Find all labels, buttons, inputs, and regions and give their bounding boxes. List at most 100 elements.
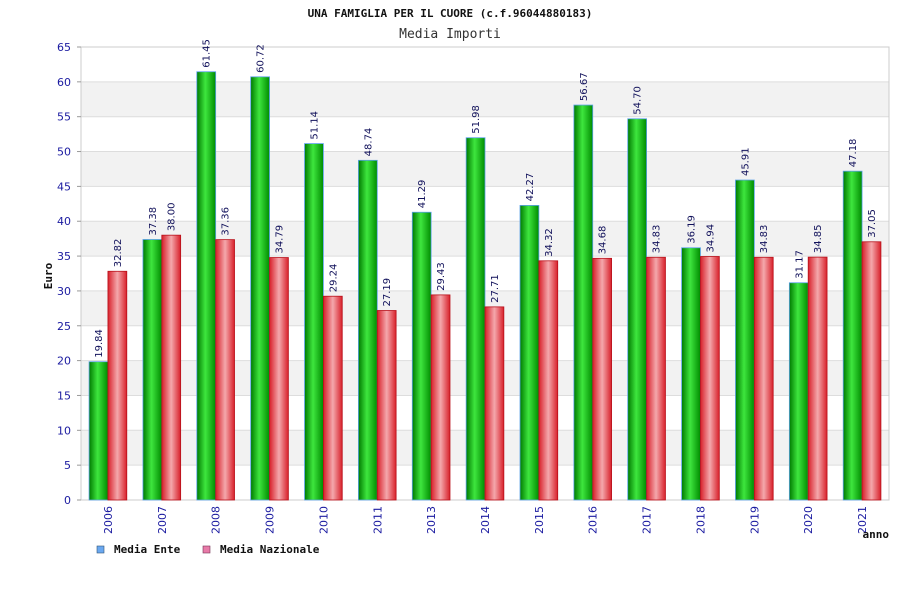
y-tick-label: 35 [57, 250, 71, 263]
bar-media-ente-2019 [735, 179, 755, 501]
bar-media-nazionale-2018 [700, 256, 720, 501]
value-label-media-ente-2009: 60.72 [256, 44, 267, 73]
bar-media-ente-2016 [573, 104, 594, 501]
y-tick-label: 50 [57, 146, 71, 159]
value-label-media-ente-2017: 54.70 [633, 86, 644, 115]
y-tick-label: 10 [57, 424, 71, 437]
bar-media-nazionale-2017 [646, 256, 666, 501]
value-labels: 19.84 32.82 37.38 38.00 61.45 37.36 60.72 34.79… [94, 39, 878, 358]
value-label-media-nazionale-2011: 27.19 [382, 278, 393, 307]
y-tick-label: 65 [57, 41, 71, 54]
value-label-media-ente-2007: 37.38 [148, 207, 159, 236]
bar-media-nazionale-2013 [430, 294, 451, 501]
value-label-media-ente-2008: 61.45 [202, 39, 213, 68]
y-tick-label: 30 [57, 285, 71, 298]
value-label-media-nazionale-2017: 34.83 [652, 225, 663, 254]
bar-media-nazionale-2010 [322, 295, 343, 501]
value-label-media-nazionale-2015: 34.32 [544, 228, 555, 257]
x-tick-label-2017: 2017 [641, 506, 654, 534]
value-label-media-nazionale-2007: 38.00 [167, 203, 178, 232]
x-tick-label-2008: 2008 [210, 506, 223, 534]
value-label-media-ente-2016: 56.67 [579, 72, 590, 101]
value-label-media-ente-2018: 36.19 [687, 215, 698, 244]
y-axis-label: Euro [42, 262, 55, 289]
value-label-media-nazionale-2006: 32.82 [113, 239, 124, 268]
x-tick-label-2009: 2009 [264, 506, 277, 534]
x-tick-label-2011: 2011 [371, 506, 384, 534]
legend-swatch-media-ente [96, 545, 105, 554]
value-label-media-ente-2014: 51.98 [471, 105, 482, 134]
value-label-media-nazionale-2019: 34.83 [759, 225, 770, 254]
value-label-media-ente-2019: 45.91 [740, 147, 751, 176]
x-tick-label-2020: 2020 [802, 506, 815, 534]
legend: Media Ente Media Nazionale [96, 543, 320, 556]
value-label-media-nazionale-2014: 27.71 [490, 274, 501, 303]
bar-media-nazionale-2006 [107, 270, 128, 501]
bar-media-ente-2011 [358, 159, 378, 501]
bar-media-nazionale-2008 [215, 239, 235, 501]
bar-media-ente-2015 [519, 205, 540, 501]
x-axis-ticks: 2006 2007 2008 2009 2010 2011 2013 2014 2015 2016… [102, 506, 869, 534]
value-label-media-ente-2013: 41.29 [417, 180, 428, 209]
y-tick-label: 60 [57, 76, 71, 89]
value-label-media-nazionale-2020: 34.85 [813, 224, 824, 253]
x-tick-label-2014: 2014 [479, 506, 492, 534]
bar-media-nazionale-2007 [161, 234, 182, 501]
y-tick-label: 25 [57, 320, 71, 333]
bar-media-nazionale-2011 [376, 310, 397, 501]
bar-media-ente-2007 [142, 239, 163, 501]
x-tick-label-2013: 2013 [425, 506, 438, 534]
bar-media-ente-2010 [304, 143, 324, 501]
x-tick-label-2007: 2007 [156, 506, 169, 534]
bar-media-ente-2008 [196, 71, 217, 501]
chart-title: UNA FAMIGLIA PER IL CUORE (c.f.960448801… [308, 7, 593, 20]
x-tick-label-2021: 2021 [856, 506, 869, 534]
value-label-media-ente-2015: 42.27 [525, 173, 536, 202]
bar-media-ente-2014 [465, 137, 486, 501]
value-label-media-nazionale-2013: 29.43 [436, 262, 447, 291]
x-tick-label-2015: 2015 [533, 506, 546, 534]
bar-media-nazionale-2021 [861, 241, 882, 501]
bar-media-ente-2006 [88, 361, 109, 501]
legend-swatch-media-nazionale [202, 545, 211, 554]
y-tick-label: 40 [57, 215, 71, 228]
y-tick-label: 5 [64, 459, 71, 472]
x-tick-label-2006: 2006 [102, 506, 115, 534]
y-tick-label: 15 [57, 389, 71, 402]
value-label-media-nazionale-2009: 34.79 [274, 225, 285, 254]
y-tick-label: 20 [57, 355, 71, 368]
bar-media-nazionale-2019 [753, 256, 774, 501]
value-label-media-ente-2006: 19.84 [94, 329, 105, 358]
bar-media-ente-2020 [788, 282, 809, 501]
x-tick-label-2010: 2010 [317, 506, 330, 534]
value-label-media-nazionale-2018: 34.94 [705, 224, 716, 253]
y-tick-label: 55 [57, 111, 71, 124]
bar-media-ente-2009 [250, 76, 270, 501]
value-label-media-nazionale-2016: 34.68 [598, 226, 609, 255]
value-label-media-nazionale-2021: 37.05 [867, 209, 878, 238]
bar-media-nazionale-2015 [538, 260, 559, 501]
bar-media-ente-2013 [411, 211, 432, 501]
value-label-media-ente-2011: 48.74 [363, 128, 374, 157]
value-label-media-ente-2021: 47.18 [848, 139, 859, 168]
x-tick-label-2019: 2019 [748, 506, 761, 534]
x-axis-label: anno [863, 528, 890, 541]
bar-media-nazionale-2014 [484, 306, 505, 501]
value-label-media-nazionale-2010: 29.24 [328, 264, 339, 293]
bar-media-nazionale-2009 [269, 257, 289, 501]
value-label-media-ente-2020: 31.17 [794, 250, 805, 279]
legend-label-media-nazionale: Media Nazionale [220, 543, 320, 556]
y-tick-label: 0 [64, 494, 71, 507]
y-axis-ticks: 0 5 10 15 20 25 30 35 40 45 50 55 60 65 [57, 41, 81, 507]
y-tick-label: 45 [57, 180, 71, 193]
bars [88, 71, 882, 501]
bar-media-nazionale-2020 [807, 256, 828, 501]
bar-media-ente-2017 [627, 118, 647, 501]
x-tick-label-2018: 2018 [694, 506, 707, 534]
chart-subtitle: Media Importi [399, 27, 501, 42]
legend-label-media-ente: Media Ente [114, 543, 181, 556]
bar-media-nazionale-2016 [592, 257, 612, 501]
value-label-media-nazionale-2008: 37.36 [221, 207, 232, 236]
bar-media-ente-2021 [842, 170, 863, 501]
